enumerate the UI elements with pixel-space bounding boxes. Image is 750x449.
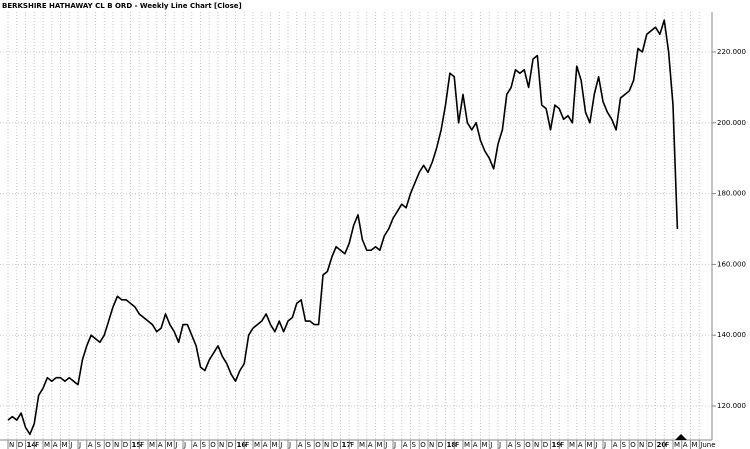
x-tick-label: S: [412, 441, 417, 449]
x-tick-label: J: [489, 441, 492, 449]
x-tick-label: O: [525, 441, 531, 449]
x-tick-label: S: [202, 441, 207, 449]
x-tick-label: 14: [27, 441, 37, 449]
x-tick-label: S: [97, 441, 102, 449]
x-tick-label: M: [569, 441, 575, 449]
x-tick-label: A: [263, 441, 268, 449]
x-tick-label: A: [683, 441, 688, 449]
x-tick-label: D: [123, 441, 128, 449]
x-tick-label: A: [88, 441, 93, 449]
x-tick-label: D: [18, 441, 23, 449]
x-tick-label: 17: [342, 441, 352, 449]
x-tick-label: M: [272, 441, 278, 449]
x-tick-label: F: [455, 441, 459, 449]
x-tick-label: A: [298, 441, 303, 449]
x-tick-label: 16: [237, 441, 247, 449]
x-tick-label: A: [403, 441, 408, 449]
x-tick-label: N: [324, 441, 329, 449]
x-tick-label: J: [69, 441, 72, 449]
x-tick-label: F: [560, 441, 564, 449]
x-tick-label: M: [62, 441, 68, 449]
x-tick-label: J: [594, 441, 597, 449]
x-tick-label: F: [665, 441, 669, 449]
x-tick-label: 15: [132, 441, 142, 449]
x-tick-label: M: [482, 441, 488, 449]
x-tick-label: O: [630, 441, 636, 449]
x-tick-label: J: [183, 441, 186, 449]
x-tick-label: A: [158, 441, 163, 449]
x-tick-label: F: [35, 441, 39, 449]
x-tick-label: J: [288, 441, 291, 449]
x-tick-label: M: [587, 441, 593, 449]
x-tick-label: J: [384, 441, 387, 449]
x-tick-label: J: [279, 441, 282, 449]
x-tick-label: N: [219, 441, 224, 449]
x-tick-label: S: [307, 441, 312, 449]
x-tick-label: N: [534, 441, 539, 449]
x-tick-label: O: [105, 441, 111, 449]
x-tick-label: O: [420, 441, 426, 449]
y-tick-label: 180.000: [717, 190, 746, 198]
x-tick-label: J: [174, 441, 177, 449]
x-tick-label: M: [377, 441, 383, 449]
x-tick-label: D: [648, 441, 653, 449]
x-tick-label: N: [9, 441, 14, 449]
x-tick-label: D: [333, 441, 338, 449]
y-tick-label: 120.000: [717, 402, 746, 410]
x-tick-label: M: [149, 441, 155, 449]
chart-title: BERKSHIRE HATHAWAY CL B ORD - Weekly Lin…: [2, 2, 242, 10]
x-tick-label: A: [613, 441, 618, 449]
x-tick-label: J: [498, 441, 501, 449]
x-tick-label: M: [674, 441, 680, 449]
x-tick-label: D: [543, 441, 548, 449]
y-tick-label: 200.000: [717, 119, 746, 127]
x-tick-label: M: [167, 441, 173, 449]
x-tick-label: M: [254, 441, 260, 449]
x-tick-label: S: [622, 441, 627, 449]
x-tick-label: J: [78, 441, 81, 449]
x-tick-label: J: [603, 441, 606, 449]
x-tick-label: M: [692, 441, 698, 449]
x-tick-label: A: [578, 441, 583, 449]
x-tick-label: F: [245, 441, 249, 449]
x-tick-label: D: [228, 441, 233, 449]
title-box: [0, 0, 172, 11]
x-tick-label: F: [350, 441, 354, 449]
x-tick-label: O: [315, 441, 321, 449]
data-line: [7, 19, 679, 436]
x-tick-label: A: [508, 441, 513, 449]
x-tick-label: A: [53, 441, 58, 449]
x-tick-label: A: [193, 441, 198, 449]
x-tick-label: N: [429, 441, 434, 449]
x-tick-label: 19: [552, 441, 562, 449]
x-tick-label: M: [464, 441, 470, 449]
y-tick-label: 140.000: [717, 331, 746, 339]
x-tick-label: A: [473, 441, 478, 449]
x-tick-label: M: [359, 441, 365, 449]
x-tick-label: F: [140, 441, 144, 449]
x-tick-label: June: [699, 441, 715, 449]
x-tick-label: J: [393, 441, 396, 449]
y-tick-label: 160.000: [717, 260, 746, 268]
y-tick-label: 220.000: [717, 48, 746, 56]
x-tick-label: N: [114, 441, 119, 449]
x-tick-label: S: [517, 441, 522, 449]
x-tick-label: D: [438, 441, 443, 449]
x-tick-label: O: [210, 441, 216, 449]
marker: [675, 434, 687, 440]
x-tick-label: 20: [657, 441, 667, 449]
x-tick-label: 18: [447, 441, 457, 449]
x-tick-label: M: [44, 441, 50, 449]
x-tick-label: N: [639, 441, 644, 449]
x-tick-label: A: [368, 441, 373, 449]
